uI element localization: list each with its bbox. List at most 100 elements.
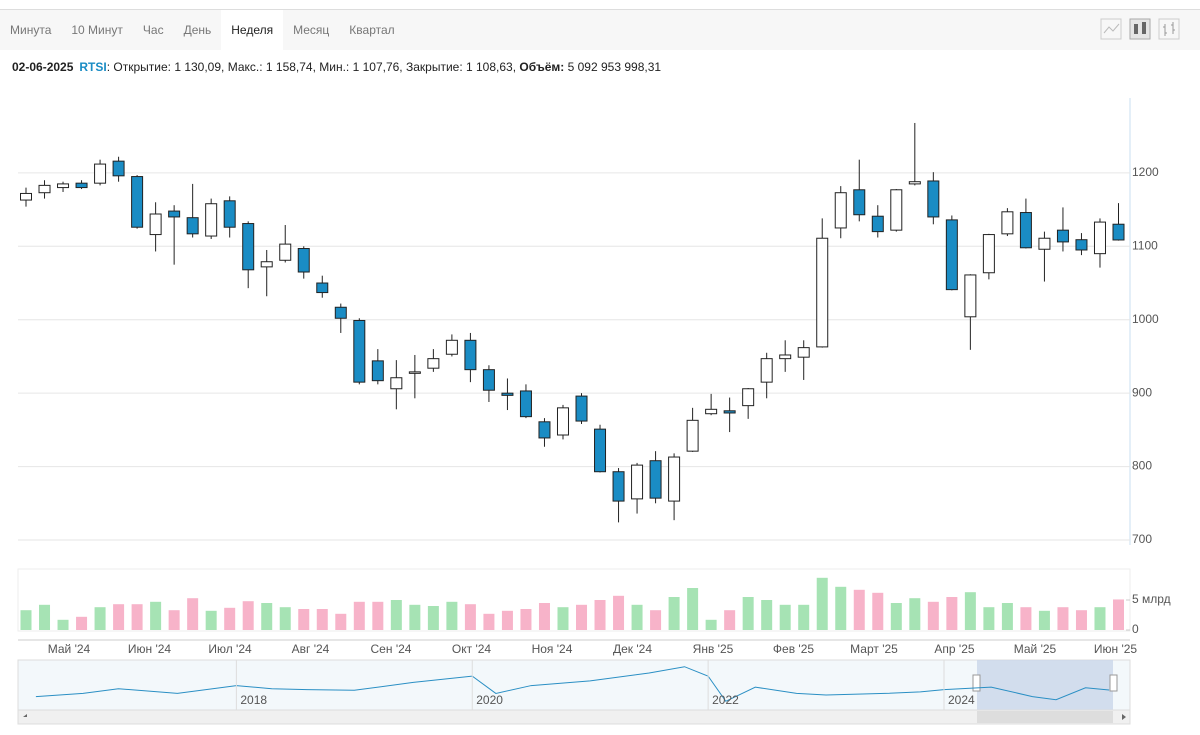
candle-body (427, 358, 440, 369)
candle-body (242, 223, 255, 271)
volume-bar (742, 597, 754, 630)
info-date: 02-06-2025 (12, 60, 74, 74)
candle-body (1112, 223, 1125, 241)
volume-bar (316, 609, 328, 630)
x-tick-label: Ноя '24 (532, 642, 573, 656)
tab[interactable]: День (183, 23, 212, 37)
volume-bar (187, 598, 199, 630)
volume-bar (168, 610, 180, 630)
candle-body (538, 421, 551, 439)
volume-bar (1020, 607, 1032, 630)
tab[interactable]: Неделя (221, 10, 284, 50)
candle-body (594, 428, 607, 473)
candle-body (297, 248, 310, 273)
volume-bar (427, 606, 439, 630)
navigator-tick-label: 2020 (476, 693, 503, 707)
tab[interactable]: Минута (10, 23, 52, 37)
volume-bar (76, 616, 88, 630)
candle-body (20, 192, 32, 201)
volume-bar (261, 603, 273, 630)
tab[interactable]: Квартал (349, 23, 395, 37)
ohlc-icon[interactable] (1158, 18, 1180, 40)
volume-bar (94, 607, 106, 630)
volume-bar (1057, 607, 1069, 630)
navigator-handle[interactable] (972, 674, 981, 692)
volume-bar (594, 600, 606, 630)
volume-bar (335, 613, 347, 630)
candle-body (112, 160, 125, 177)
candle-body (519, 390, 532, 418)
candle-body (353, 319, 366, 383)
navigator-handle[interactable] (1109, 674, 1118, 692)
volume-bar (946, 597, 958, 630)
volume-bar (650, 610, 662, 630)
volume-bar (927, 601, 939, 630)
volume-bar (557, 607, 569, 630)
candle-body (927, 180, 940, 218)
volume-bar (390, 600, 402, 630)
tab[interactable]: Час (142, 23, 164, 37)
candle-body (390, 377, 403, 390)
x-tick-label: Окт '24 (452, 642, 492, 656)
candle-body (57, 183, 70, 189)
candle-body (556, 407, 569, 436)
tab[interactable]: 10 Минут (71, 23, 123, 37)
volume-bar (687, 588, 699, 630)
volume-bar (409, 604, 421, 630)
x-tick-label: Май '24 (48, 642, 91, 656)
navigator (17, 659, 1131, 711)
x-tick-label: Май '25 (1014, 642, 1057, 656)
y-tick-label: 1200 (1132, 165, 1159, 179)
candle-body (705, 408, 718, 415)
candle-body (1019, 212, 1032, 249)
candle-body (834, 192, 847, 229)
scrollbar-thumb[interactable] (977, 711, 1113, 723)
volume-bar (872, 592, 884, 630)
volume-bar (761, 600, 773, 630)
candle-icon-glyph (1142, 22, 1146, 34)
volume-bar (20, 610, 32, 630)
candle-body (631, 464, 644, 500)
navigator-line (35, 666, 1110, 702)
candle-body (279, 243, 292, 261)
volume-bar (353, 601, 365, 630)
candle-body (1056, 229, 1069, 243)
volume-bar (113, 604, 125, 630)
candle-body (223, 200, 236, 228)
y-tick-label: 800 (1132, 459, 1152, 473)
x-tick-label: Март '25 (850, 642, 898, 656)
navigator-selection[interactable] (977, 660, 1113, 710)
navigator-tick-label: 2024 (948, 693, 975, 707)
x-tick-label: Июл '24 (208, 642, 252, 656)
chart-type-icons (1100, 18, 1180, 40)
volume-bar (835, 586, 847, 630)
candle-body (316, 282, 329, 294)
candle-icon[interactable] (1129, 18, 1151, 40)
volume-bar (853, 589, 865, 630)
candle-body (482, 369, 495, 391)
navigator-tick-label: 2022 (712, 693, 739, 707)
line-icon[interactable] (1100, 18, 1122, 40)
candle-body (797, 347, 810, 358)
candle-body (668, 456, 681, 502)
candle-body (75, 182, 88, 189)
x-tick-label: Апр '25 (934, 642, 974, 656)
volume-bar (279, 607, 291, 630)
volume-tick-label: 5 млрд (1132, 592, 1171, 606)
volume-bar (1038, 610, 1050, 630)
candle-body (964, 274, 977, 318)
candle-body (853, 189, 866, 216)
tab[interactable]: Месяц (293, 23, 330, 37)
volume-bar (798, 604, 810, 630)
candle-body (168, 210, 181, 218)
volume-bar (816, 577, 828, 630)
volume-bar (520, 609, 532, 630)
x-tick-label: Фев '25 (773, 642, 814, 656)
volume-bar (705, 619, 717, 630)
candle-body (1001, 211, 1014, 235)
volume-bar (576, 604, 588, 630)
info-volume: 5 092 953 998,31 (567, 60, 662, 74)
candle-body (149, 213, 162, 236)
